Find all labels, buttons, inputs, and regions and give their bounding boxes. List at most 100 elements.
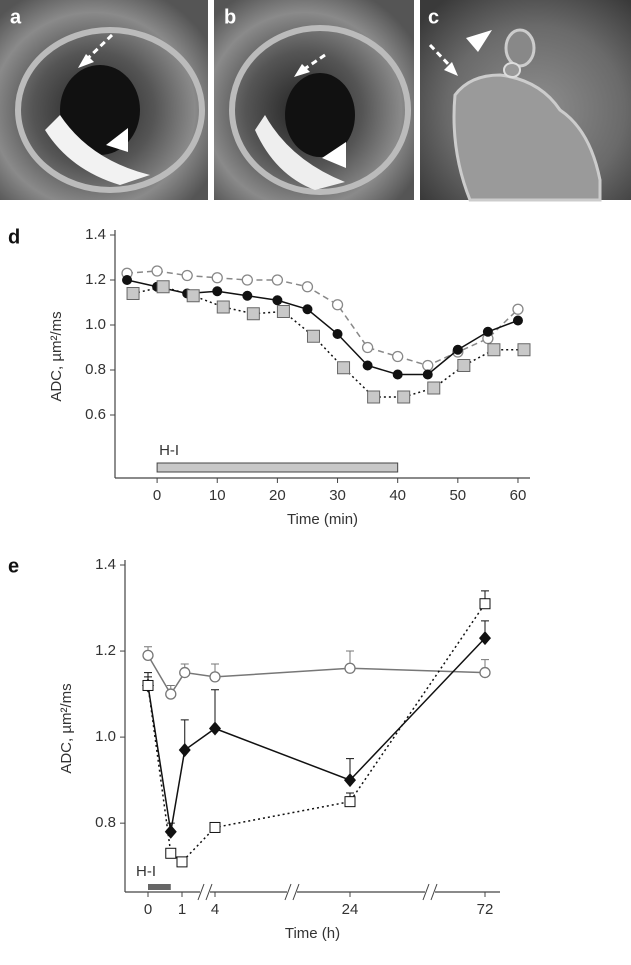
marker	[302, 304, 313, 315]
marker	[331, 299, 344, 311]
marker	[179, 666, 191, 679]
y-tick-label: 1.4	[95, 556, 116, 573]
y-tick-label: 1.0	[95, 728, 116, 745]
image-c: c	[420, 0, 631, 202]
x-axis-title: Time (min)	[287, 511, 358, 528]
marker	[165, 688, 177, 700]
x-tick-label: 60	[510, 487, 527, 504]
marker	[271, 274, 284, 286]
marker	[422, 359, 434, 372]
marker	[216, 300, 230, 314]
axis-break	[197, 883, 205, 901]
marker	[361, 341, 374, 354]
marker	[176, 856, 188, 868]
series-line	[132, 285, 524, 398]
marker	[178, 743, 191, 758]
axis-break	[292, 883, 300, 901]
image-label: a	[10, 6, 22, 28]
marker	[272, 295, 283, 306]
x-tick-label: 20	[269, 487, 286, 504]
marker	[487, 343, 501, 357]
marker	[344, 662, 356, 674]
panel-label: e	[8, 555, 19, 577]
hi-bar	[148, 884, 171, 890]
marker	[479, 631, 491, 646]
marker	[392, 369, 403, 380]
marker	[427, 381, 441, 395]
marker	[165, 847, 177, 859]
axis-break	[422, 883, 430, 901]
image-a: a	[0, 0, 208, 200]
marker	[209, 821, 221, 833]
y-axis-title: ADC, µm²/ms	[48, 311, 65, 401]
x-tick-label: 0	[144, 901, 152, 918]
y-tick-label: 1.2	[95, 642, 116, 659]
x-tick-label: 40	[389, 487, 406, 504]
marker	[344, 796, 356, 808]
series-line	[147, 603, 486, 863]
marker	[479, 666, 491, 679]
marker	[209, 671, 221, 683]
x-tick-label: 4	[211, 901, 219, 918]
axis-break	[284, 883, 292, 901]
panel-label: d	[8, 226, 20, 248]
marker	[512, 303, 524, 315]
y-tick-label: 1.2	[85, 271, 106, 288]
image-label: b	[224, 6, 236, 28]
marker	[164, 824, 177, 839]
y-tick-label: 0.6	[85, 406, 106, 423]
marker	[482, 326, 493, 337]
marker	[242, 290, 253, 301]
marker	[362, 360, 373, 371]
marker	[211, 272, 223, 284]
x-tick-label: 50	[449, 487, 466, 504]
marker	[397, 390, 411, 404]
marker	[241, 274, 253, 286]
axis-break	[430, 883, 438, 901]
image-b: b	[214, 0, 414, 200]
marker	[142, 679, 154, 691]
x-tick-label: 24	[342, 901, 359, 918]
hi-label: H-I	[159, 442, 179, 459]
marker	[422, 369, 433, 380]
y-axis-title: ADC, µm²/ms	[58, 683, 75, 773]
x-axis-title: Time (h)	[285, 925, 340, 942]
marker	[246, 307, 260, 321]
marker	[332, 329, 343, 339]
marker	[126, 287, 140, 300]
image-label: c	[428, 6, 439, 28]
marker	[212, 286, 223, 297]
marker	[452, 344, 463, 355]
hi-bar	[156, 462, 399, 473]
y-tick-label: 0.8	[95, 814, 116, 831]
marker	[142, 649, 154, 662]
marker	[337, 361, 351, 375]
marker	[301, 281, 314, 293]
y-tick-label: 1.0	[85, 316, 106, 333]
marker	[276, 305, 290, 318]
marker	[122, 275, 133, 285]
marker	[367, 390, 381, 404]
x-tick-label: 0	[153, 487, 161, 504]
axis-break-gap	[287, 884, 297, 900]
marker	[392, 350, 404, 363]
axis-break-gap	[200, 884, 210, 900]
marker	[181, 269, 193, 282]
x-tick-label: 10	[209, 487, 226, 504]
marker	[344, 773, 356, 788]
hi-label: H-I	[136, 863, 156, 880]
series-line	[147, 637, 486, 832]
x-tick-label: 30	[329, 487, 346, 504]
x-tick-label: 72	[477, 901, 494, 918]
marker	[479, 598, 491, 610]
marker	[156, 280, 170, 294]
marker	[517, 343, 531, 357]
y-tick-label: 1.4	[85, 226, 106, 243]
marker	[151, 265, 163, 277]
series-line	[147, 654, 486, 696]
x-tick-label: 1	[178, 901, 186, 918]
marker	[186, 289, 200, 303]
axis-break-gap	[425, 884, 435, 900]
